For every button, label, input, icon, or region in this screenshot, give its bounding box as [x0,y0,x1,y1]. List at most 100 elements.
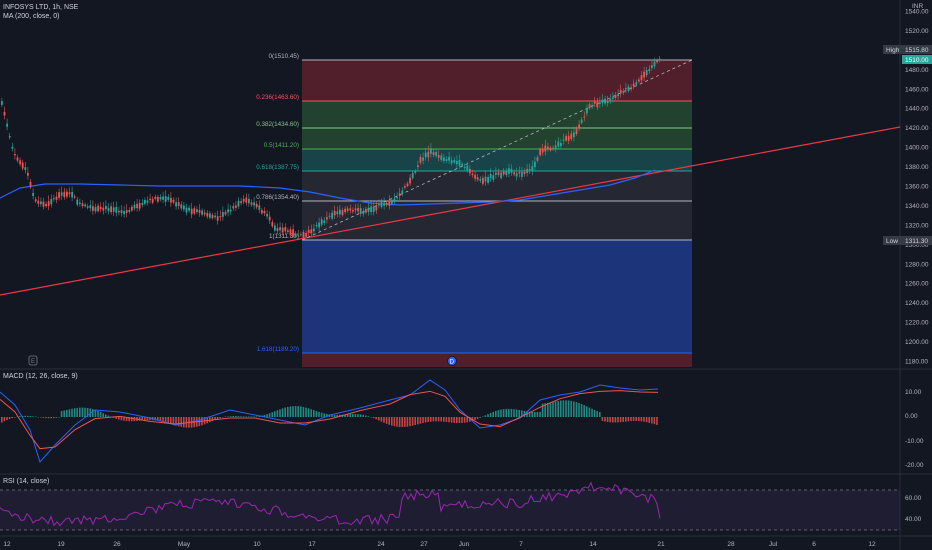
candle-body [463,166,466,168]
candle-body [427,151,430,158]
macd-legend[interactable]: MACD (12, 26, close, 9) [3,373,78,380]
macd-axis[interactable]: 10.00 0.00 -10.00 -20.00 [905,389,924,469]
macd-bar [424,417,427,423]
macd-bar [68,409,71,417]
macd-bar [601,417,604,421]
fib-level-label: 1.618(1189.20) [257,346,299,353]
candle-body [445,159,448,162]
candle-body [440,155,443,161]
macd-bar [313,410,315,417]
macd-bar [40,417,42,418]
rsi-axis[interactable]: 60.00 40.00 [905,495,922,523]
macd-bar [349,414,351,417]
macd-bar [55,417,58,418]
rsi-tick-label: 40.00 [905,516,922,523]
macd-bar [211,417,214,422]
ma-200-line[interactable] [0,169,656,206]
candle-body [619,89,622,94]
macd-bar [141,417,143,421]
macd-bar [245,416,247,417]
macd-bar [336,414,338,417]
candle-body [289,229,292,236]
macd-bar [138,417,141,421]
candle-body [313,228,315,232]
macd-bar [120,417,123,421]
macd-bar [463,417,466,423]
candle-body [287,230,289,232]
macd-bar [292,406,294,417]
macd-bar [300,406,302,417]
ma-legend: MA (200, close, 0) [3,13,60,20]
macd-bar [430,417,432,422]
candle-body [341,210,344,216]
candle-body [240,201,242,204]
fib-level-label: 0(1510.45) [269,53,299,60]
macd-bar [320,412,323,417]
rsi-line[interactable] [0,481,661,527]
macd-bar [492,411,494,417]
macd-bar [380,417,383,422]
candle-body [591,104,593,108]
candle-body [24,167,27,170]
candle-body [653,61,656,67]
candle-body [328,215,331,217]
candle-body [102,207,105,211]
macd-bar [593,409,596,417]
candle-body [279,227,281,231]
candle-body [622,91,625,93]
macd-line[interactable] [0,379,659,463]
candle-body [211,214,214,219]
candle-body [466,165,469,171]
fibonacci-retracement[interactable] [302,60,692,367]
time-axis[interactable]: 12 19 26 May 10 17 24 27 Jun 7 14 21 28 Jul 6 12 [3,541,876,548]
candle-body [359,208,362,214]
candle-body [437,155,440,158]
macd-bar [8,417,11,420]
macd-signal-line[interactable] [0,390,659,450]
candle-body [320,219,323,225]
macd-bar [222,417,224,418]
candle-body [606,100,609,104]
earnings-marker[interactable]: E [28,355,38,366]
time-tick-label: May [178,541,191,548]
macd-bar [34,416,37,417]
candle-body [300,234,302,236]
candle-body [612,97,614,99]
macd-bar [575,402,578,417]
symbol-legend[interactable]: INFOSYS LTD, 1h, NSE MA (200, close, 0) [3,3,78,21]
time-tick-label: Jul [769,541,778,548]
macd-bar [71,408,73,417]
candle-body [344,208,346,213]
candle-body [573,132,575,138]
price-tick-label: 1360.00 [905,184,929,191]
candle-body [365,208,367,213]
candle-body [640,75,643,81]
trend-line[interactable] [0,126,901,296]
candle-body [302,232,305,239]
candle-body [461,163,463,166]
macd-bar [583,405,585,417]
candle-body [469,169,471,174]
macd-bar [471,417,474,421]
candle-body [409,177,411,184]
macd-bar [422,417,424,424]
macd-tick-label: -20.00 [905,462,924,469]
macd-bar [16,416,19,417]
candle-body [188,207,190,211]
rsi-legend[interactable]: RSI (14, close) [3,478,50,485]
macd-bar [279,409,281,417]
dividend-marker[interactable]: D [447,356,457,366]
macd-bar [474,417,476,420]
macd-bar [510,408,513,417]
candle-body [502,170,505,175]
candle-body [388,200,391,206]
macd-bar [66,409,68,417]
candle-body [258,205,261,210]
candle-body [47,201,50,207]
candle-body [63,191,66,198]
price-tick-label: 1460.00 [905,86,929,93]
fib-level-label: 0.5(1411.20) [264,142,299,149]
candle-body [89,205,92,209]
candle-body [196,209,198,213]
